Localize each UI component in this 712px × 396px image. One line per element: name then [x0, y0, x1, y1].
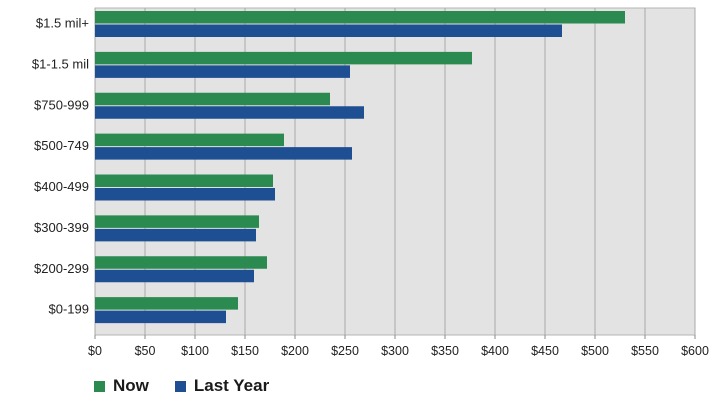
x-tick-label: $250 — [331, 344, 359, 358]
bar-now — [95, 215, 259, 228]
x-tick-label: $600 — [681, 344, 709, 358]
category-label: $750-999 — [34, 97, 89, 112]
category-label: $500-749 — [34, 138, 89, 153]
x-tick-label: $300 — [381, 344, 409, 358]
x-tick-label: $0 — [88, 344, 102, 358]
x-tick-label: $100 — [181, 344, 209, 358]
bar-last-year — [95, 147, 352, 160]
bar-last-year — [95, 25, 562, 38]
x-tick-label: $500 — [581, 344, 609, 358]
category-label: $1-1.5 mil — [32, 56, 89, 71]
legend: Now Last Year — [94, 376, 269, 396]
category-label: $1.5 mil+ — [36, 16, 89, 31]
bar-now — [95, 256, 267, 269]
bar-now — [95, 52, 472, 65]
category-label: $400-499 — [34, 179, 89, 194]
bar-now — [95, 11, 625, 24]
bar-now — [95, 93, 330, 106]
legend-swatch-last-year — [175, 381, 186, 392]
bar-last-year — [95, 229, 256, 242]
legend-item-last-year: Last Year — [175, 376, 269, 396]
x-tick-label: $50 — [135, 344, 156, 358]
legend-label-last-year: Last Year — [194, 376, 269, 396]
category-labels: $1.5 mil+ $1-1.5 mil $750-999 $500-749 $400-… — [32, 16, 89, 317]
bar-last-year — [95, 65, 350, 78]
x-tick-label: $150 — [231, 344, 259, 358]
bar-last-year — [95, 106, 364, 119]
category-label: $0-199 — [49, 302, 89, 317]
x-tick-labels: $0 $50 $100 $150 $200 $250 $300 $350 $400 $450 $50… — [88, 335, 709, 358]
x-tick-label: $400 — [481, 344, 509, 358]
category-label: $200-299 — [34, 261, 89, 276]
legend-label-now: Now — [113, 376, 149, 396]
bar-last-year — [95, 311, 226, 324]
x-tick-label: $450 — [531, 344, 559, 358]
bar-now — [95, 175, 273, 188]
bar-last-year — [95, 188, 275, 201]
legend-swatch-now — [94, 381, 105, 392]
bar-now — [95, 297, 238, 310]
x-tick-label: $550 — [631, 344, 659, 358]
legend-item-now: Now — [94, 376, 149, 396]
x-tick-label: $200 — [281, 344, 309, 358]
bar-now — [95, 134, 284, 147]
bar-last-year — [95, 270, 254, 283]
x-tick-label: $350 — [431, 344, 459, 358]
category-label: $300-399 — [34, 220, 89, 235]
